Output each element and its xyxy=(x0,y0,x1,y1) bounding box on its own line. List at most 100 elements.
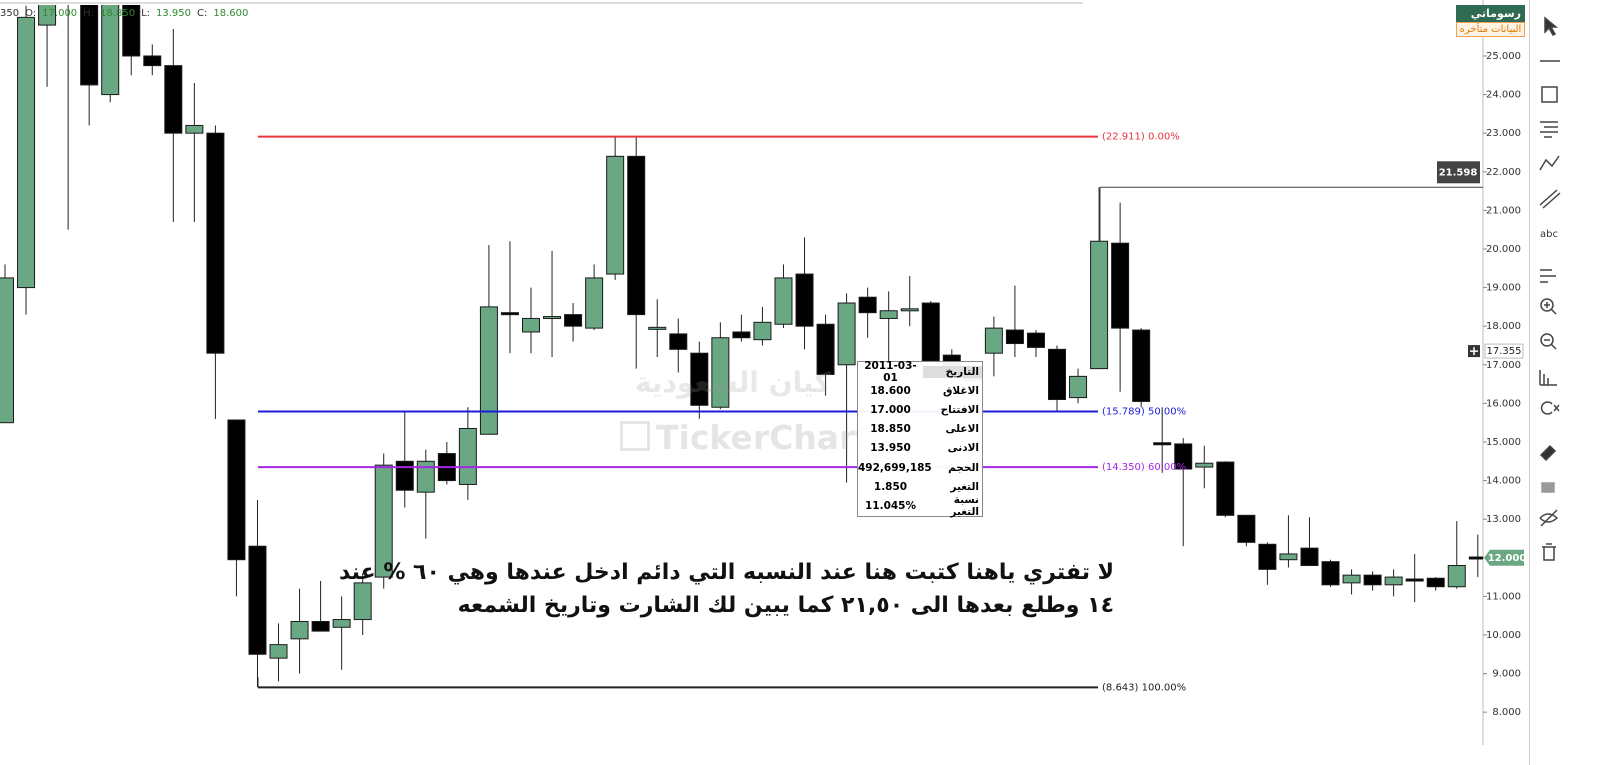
candle-body xyxy=(311,620,330,632)
candle-body xyxy=(711,337,730,408)
header-label: O: xyxy=(25,8,37,19)
y-tick-label: 15.000 xyxy=(1486,437,1521,448)
candle-body xyxy=(837,302,856,366)
logo-title: رسوماتي xyxy=(1456,5,1525,22)
drawing-toolbar: abc xyxy=(1529,0,1608,765)
text-tool[interactable]: abc xyxy=(1540,229,1558,240)
candle-body xyxy=(1258,543,1277,570)
tooltip-value: 2011-03-01 xyxy=(864,359,917,384)
lock-tool[interactable] xyxy=(1541,482,1555,493)
zoom-in-tool[interactable] xyxy=(1540,298,1554,312)
tooltip-label: التغير xyxy=(950,480,979,493)
y-tick-label: 8.000 xyxy=(1492,707,1521,718)
tooltip-label: التاريخ xyxy=(923,365,982,378)
header-value: 18.600 xyxy=(213,8,249,19)
header-label: 350 xyxy=(0,8,20,19)
candle-body xyxy=(1279,553,1298,561)
header-value: 13.950 xyxy=(156,8,192,19)
candle-body xyxy=(585,277,604,329)
tooltip-label: الادنى xyxy=(947,442,979,455)
y-tick-label: 25.000 xyxy=(1486,51,1521,62)
brush-tool[interactable] xyxy=(1539,444,1557,462)
candle-body xyxy=(543,316,562,320)
candle-body xyxy=(164,65,183,134)
candle-body xyxy=(1447,565,1466,588)
tooltip-value: 1.850 xyxy=(873,480,908,493)
tooltip-row: التاريخ 2011-03-01 xyxy=(858,359,982,384)
indicator-tool[interactable] xyxy=(1540,269,1556,283)
tooltip-label: نسبة التغير xyxy=(950,493,979,518)
candle-body xyxy=(80,5,99,86)
candle-body xyxy=(395,460,414,491)
header-label: L: xyxy=(141,8,151,19)
y-tick-label: 14.000 xyxy=(1486,476,1521,487)
candle-body xyxy=(1005,329,1024,345)
tooltip-row: الحجم 492,699,185 xyxy=(858,458,982,477)
candle-body xyxy=(1153,442,1172,446)
y-tick-label: 16.000 xyxy=(1486,398,1521,409)
ohlc-header: 350 O: 17.000 H: 18.850 L: 13.950 C: 18.600 xyxy=(0,8,248,19)
tooltip-value: 17.000 xyxy=(870,403,911,416)
watermark-owner: كيان السعودية xyxy=(635,366,831,399)
zoom-out-glyph xyxy=(1544,339,1557,350)
channel-tool[interactable] xyxy=(1539,189,1561,209)
pointer-tool[interactable] xyxy=(1544,16,1559,36)
annotation-line: لا تفتري ياهنا كتبت هنا عند النسبه التي … xyxy=(338,560,1114,585)
candle-body xyxy=(1468,556,1483,560)
zoom-out-tool[interactable] xyxy=(1540,333,1554,347)
tooltip-row: التغير 1.850 xyxy=(858,477,982,496)
candle-body xyxy=(185,124,204,134)
tooltip-row: الاعلى 18.850 xyxy=(858,420,982,439)
candle-body xyxy=(921,302,940,362)
candle-body xyxy=(227,419,246,561)
candle-body xyxy=(17,16,36,289)
watermark-text: TickerChart xyxy=(656,418,872,457)
candle-body xyxy=(500,312,519,316)
candles xyxy=(0,5,1483,688)
candle-body xyxy=(564,314,583,327)
logo-subtitle: البيانات متأخره xyxy=(1456,22,1525,37)
candle-body xyxy=(1216,461,1235,516)
candle-body xyxy=(416,460,435,493)
candle-body xyxy=(1426,577,1445,588)
tooltip-value: 13.950 xyxy=(870,442,911,455)
high-marker-box xyxy=(1437,161,1480,184)
rect-tool[interactable] xyxy=(1541,86,1558,103)
watermark-brand: TickerChart xyxy=(620,418,871,457)
fib-tool[interactable] xyxy=(1540,121,1558,138)
candle-body xyxy=(332,619,351,628)
tooltip-value: 11.045% xyxy=(864,499,917,512)
fib-label: (14.350) 60.00% xyxy=(1102,462,1186,473)
candle-body xyxy=(522,317,540,333)
candle-body xyxy=(206,132,225,354)
candle-tooltip: التاريخ 2011-03-01 الاغلاق 18.600 الافتتاح 17… xyxy=(857,359,983,518)
hide-tool[interactable] xyxy=(1539,509,1559,527)
candle-body xyxy=(269,644,288,659)
tooltip-row: نسبة التغير 11.045% xyxy=(858,493,982,518)
tooltip-label: الاغلاق xyxy=(943,384,979,397)
candle-body xyxy=(1195,462,1214,468)
last-price-box xyxy=(1484,549,1524,566)
candle-body xyxy=(1363,574,1382,586)
candle-body xyxy=(479,306,498,435)
candle-body xyxy=(1090,240,1109,370)
candle-body xyxy=(732,331,751,339)
candle-body xyxy=(374,464,393,578)
candle-body xyxy=(353,582,372,621)
candle-body xyxy=(290,620,309,640)
pattern-tool[interactable] xyxy=(1539,155,1560,171)
delete-tool[interactable] xyxy=(1542,543,1556,561)
y-tick-label: 18.000 xyxy=(1486,321,1521,332)
annotation: لا تفتري ياهنا كتبت هنا عند النسبه التي … xyxy=(339,556,1114,622)
clear-tool[interactable] xyxy=(1540,401,1560,415)
zoom-in-glyph xyxy=(1544,302,1557,315)
measure-tool[interactable] xyxy=(1539,370,1557,386)
header-value: 17.000 xyxy=(42,8,78,19)
tooltip-row: الافتتاح 17.000 xyxy=(858,400,982,419)
candle-body xyxy=(143,55,162,67)
candle-body xyxy=(879,310,898,319)
y-tick-label: 21.000 xyxy=(1486,205,1521,216)
candle-body xyxy=(458,427,477,485)
candle-body xyxy=(795,273,814,327)
